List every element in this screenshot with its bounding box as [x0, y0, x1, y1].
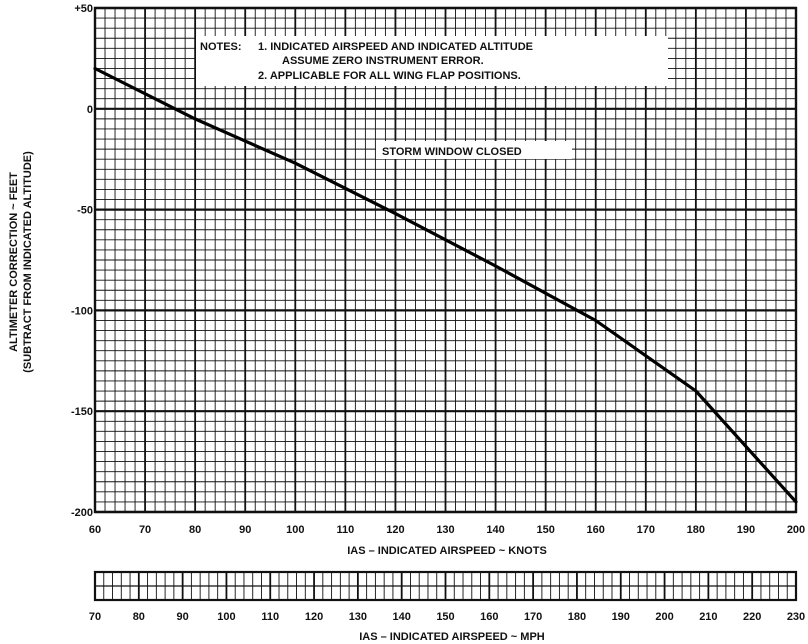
x-tick-label: 70 — [139, 524, 151, 536]
x-tick-label: 110 — [336, 524, 354, 536]
x-tick-label: 190 — [737, 524, 755, 536]
x-tick-label: 120 — [386, 524, 404, 536]
mph-tick-label: 150 — [436, 611, 454, 623]
note-2: 2. APPLICABLE FOR ALL WING FLAP POSITION… — [258, 70, 521, 82]
x-tick-label: 170 — [637, 524, 655, 536]
mph-tick-label: 70 — [89, 611, 101, 623]
x-tick-label: 200 — [787, 524, 805, 536]
mph-tick-label: 220 — [743, 611, 761, 623]
mph-tick-label: 100 — [217, 611, 235, 623]
x-tick-label: 100 — [286, 524, 304, 536]
x-tick-label: 180 — [687, 524, 705, 536]
mph-tick-label: 170 — [524, 611, 542, 623]
x-tick-label: 60 — [89, 524, 101, 536]
mph-axis-ticks: 70 80 90 100 110 120 130 140 150 160 170 180 190 200 2… — [89, 611, 805, 623]
mph-tick-label: 110 — [261, 611, 279, 623]
mph-tick-label: 160 — [480, 611, 498, 623]
x-tick-label: 90 — [239, 524, 251, 536]
y-axis-title: ALTIMETER CORRECTION ~ FEET — [8, 172, 20, 352]
mph-tick-label: 210 — [699, 611, 717, 623]
mph-tick-label: 200 — [655, 611, 673, 623]
notes-block: NOTES: 1. INDICATED AIRSPEED AND INDICAT… — [196, 36, 668, 86]
y-tick-label: -50 — [77, 205, 93, 217]
y-axis-subtitle: (SUBTRACT FROM INDICATED ALTITUDE) — [22, 151, 34, 373]
y-tick-label: -150 — [71, 406, 93, 418]
y-axis-ticks: +50 0 -50 -100 -150 -200 — [71, 3, 93, 519]
x-tick-label: 160 — [587, 524, 605, 536]
x-tick-label: 140 — [486, 524, 504, 536]
plot-border — [93, 6, 798, 514]
condition-label-block: STORM WINDOW CLOSED — [376, 141, 572, 159]
mph-tick-label: 190 — [612, 611, 630, 623]
condition-label-background — [376, 141, 572, 159]
series-line — [93, 66, 798, 504]
mph-tick-label: 120 — [305, 611, 323, 623]
x-tick-label: 150 — [536, 524, 554, 536]
notes-heading: NOTES: — [200, 41, 242, 53]
note-1-line-2: ASSUME ZERO INSTRUMENT ERROR. — [282, 55, 484, 67]
mph-scale — [93, 570, 798, 602]
mph-scale-border — [93, 570, 798, 602]
notes-background — [196, 36, 668, 86]
x-tick-label: 80 — [189, 524, 201, 536]
mph-tick-label: 90 — [177, 611, 189, 623]
note-1-line-1: 1. INDICATED AIRSPEED AND INDICATED ALTI… — [258, 41, 533, 53]
y-tick-label: -100 — [71, 305, 93, 317]
mph-tick-label: 230 — [787, 611, 805, 623]
mph-tick-label: 80 — [133, 611, 145, 623]
y-tick-label: +50 — [74, 3, 93, 15]
x-axis-ticks: 60 70 80 90 100 110 120 130 140 150 160 170 180 190 20… — [89, 524, 805, 536]
x-axis-title: IAS – INDICATED AIRSPEED ~ KNOTS — [347, 545, 547, 557]
mph-axis-title: IAS – INDICATED AIRSPEED ~ MPH — [359, 631, 545, 643]
y-tick-label: 0 — [87, 104, 93, 116]
mph-tick-label: 180 — [568, 611, 586, 623]
mph-tick-label: 130 — [349, 611, 367, 623]
y-tick-label: -200 — [71, 507, 93, 519]
series-group — [93, 66, 798, 504]
x-tick-label: 130 — [436, 524, 454, 536]
condition-label: STORM WINDOW CLOSED — [382, 146, 522, 158]
mph-tick-label: 140 — [393, 611, 411, 623]
